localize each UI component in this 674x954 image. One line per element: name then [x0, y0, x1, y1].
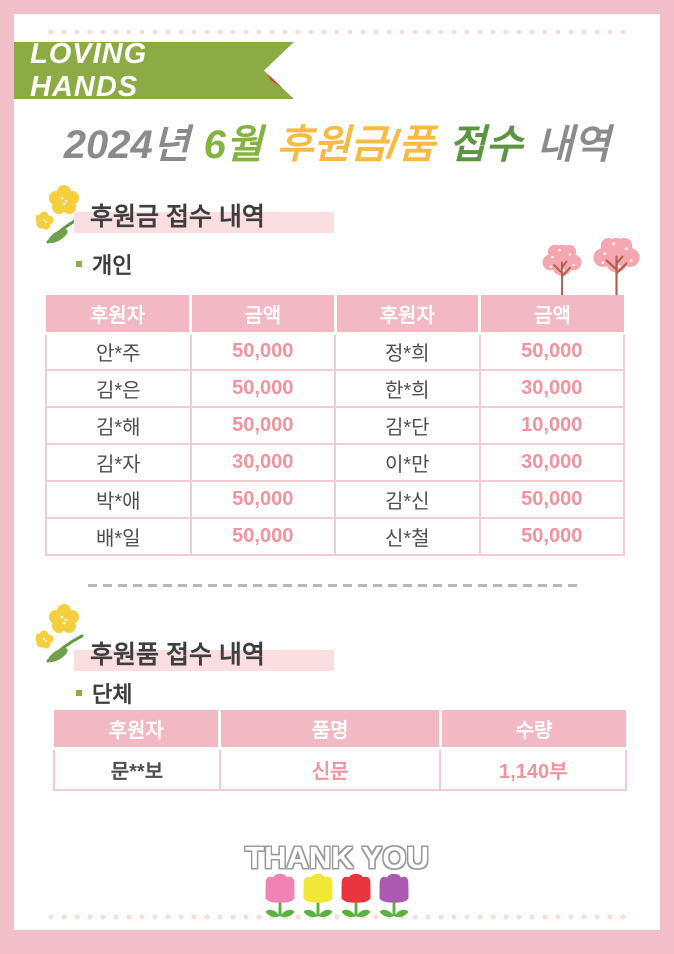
- flower-icon: [36, 185, 84, 244]
- tulip-icon-pink: [265, 873, 295, 918]
- tulip-decoration: [14, 872, 660, 920]
- table-row: 안*주 50,000 정*희 50,000: [45, 332, 625, 371]
- dashed-divider: [88, 584, 580, 587]
- brand-name: LOVING HANDS: [30, 37, 148, 103]
- table-cell: 50,000: [478, 480, 625, 519]
- column-header: 금액: [189, 295, 335, 335]
- table-row: 박*애 50,000 김*신 50,000: [45, 480, 625, 519]
- donation-money-table: 후원자 금액 후원자 금액 안*주 50,000 정*희 50,000 김*은 50,000 한*…: [45, 295, 625, 556]
- tree-icon: [593, 237, 640, 296]
- subheading-label: 단체: [92, 682, 133, 707]
- table-cell: 1,140부: [439, 747, 627, 791]
- table-cell: 50,000: [478, 332, 625, 371]
- tree-icon: [542, 244, 582, 296]
- table-cell: 신문: [218, 747, 442, 791]
- title-receipt: 접수: [448, 123, 523, 167]
- table-cell: 김*은: [45, 369, 192, 408]
- table-cell: 정*희: [334, 332, 481, 371]
- section-money-heading: 후원금 접수 내역: [90, 203, 265, 231]
- title-details: 내역: [536, 123, 611, 167]
- table-cell: 30,000: [189, 443, 336, 482]
- dotted-border-top: [44, 29, 630, 35]
- table-cell: 50,000: [189, 517, 336, 556]
- table-cell: 50,000: [478, 517, 625, 556]
- table-cell: 50,000: [189, 332, 336, 371]
- table-row: 배*일 50,000 신*철 50,000: [45, 517, 625, 556]
- brand-ribbon: LOVING HANDS: [2, 42, 294, 99]
- tulip-icon-purple: [379, 873, 409, 918]
- table-row: 김*은 50,000 한*희 30,000: [45, 369, 625, 408]
- tulip-icon-red: [341, 873, 371, 918]
- section-money-subheading: 개인: [76, 248, 132, 280]
- column-header: 수량: [438, 710, 626, 750]
- table-cell: 배*일: [45, 517, 192, 556]
- title-year: 2024년: [63, 123, 190, 167]
- column-header: 후원자: [46, 295, 191, 335]
- section-goods-heading: 후원품 접수 내역: [90, 641, 265, 669]
- table-cell: 김*자: [45, 443, 192, 482]
- tree-decoration: [538, 237, 644, 296]
- bullet-icon: [76, 261, 82, 267]
- table-row: 김*해 50,000 김*단 10,000: [45, 406, 625, 445]
- thank-you-text: THANK YOU: [245, 840, 429, 875]
- header-row: 후원자 금액 후원자 금액: [46, 295, 624, 335]
- table-cell: 30,000: [478, 443, 625, 482]
- table-cell: 30,000: [478, 369, 625, 408]
- table-cell: 이*만: [334, 443, 481, 482]
- table-cell: 10,000: [478, 406, 625, 445]
- flower-icon: [36, 604, 84, 663]
- table-cell: 한*희: [334, 369, 481, 408]
- column-header: 후원자: [54, 710, 220, 750]
- table-row: 문**보 신문 1,140부: [53, 747, 627, 791]
- table-cell: 김*해: [45, 406, 192, 445]
- column-header: 품명: [218, 710, 441, 750]
- title-subject: 후원금/품: [276, 123, 435, 167]
- heading-highlight: [74, 650, 334, 671]
- column-header: 금액: [478, 295, 624, 335]
- dotted-border-bottom: [44, 914, 630, 920]
- title-month: 6월: [203, 123, 263, 167]
- bullet-icon: [76, 690, 82, 696]
- table-cell: 박*애: [45, 480, 192, 519]
- header-row: 후원자 품명 수량: [54, 710, 626, 750]
- table-cell: 안*주: [45, 332, 192, 371]
- donation-goods-table: 후원자 품명 수량 문**보 신문 1,140부: [53, 710, 627, 791]
- subheading-label: 개인: [92, 253, 133, 278]
- heart-icon: [266, 63, 296, 92]
- table-row: 김*자 30,000 이*만 30,000: [45, 443, 625, 482]
- column-header: 후원자: [333, 295, 480, 335]
- table-cell: 신*철: [334, 517, 481, 556]
- heading-highlight: [74, 212, 334, 233]
- table-cell: 김*신: [334, 480, 481, 519]
- table-cell: 김*단: [334, 406, 481, 445]
- table-cell: 50,000: [189, 406, 336, 445]
- table-cell: 문**보: [53, 747, 221, 791]
- table-cell: 50,000: [189, 369, 336, 408]
- page-title: 2024년 6월 후원금/품 접수 내역: [14, 112, 660, 170]
- section-goods-subheading: 단체: [76, 677, 132, 709]
- tulip-icon-yellow: [303, 873, 333, 918]
- table-cell: 50,000: [189, 480, 336, 519]
